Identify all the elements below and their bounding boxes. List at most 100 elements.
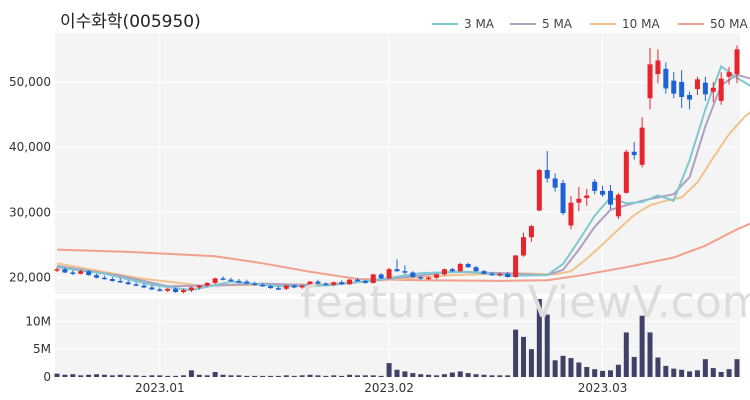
volume-bar: [639, 315, 645, 377]
candle-body: [647, 64, 653, 99]
volume-bar: [212, 371, 218, 377]
candle-body: [687, 94, 693, 100]
legend-item: 50 MA: [678, 17, 748, 31]
candle: [710, 81, 716, 103]
candle-body: [560, 183, 566, 214]
volume-bar: [370, 375, 376, 377]
volume-bar: [687, 371, 693, 377]
candle-body: [94, 275, 100, 278]
volume-bar: [576, 362, 582, 377]
candle-body: [188, 287, 194, 291]
candle: [220, 276, 226, 281]
ma50-line: [56, 222, 750, 282]
volume-tick-label: 10M: [25, 314, 51, 328]
candle: [528, 224, 534, 242]
volume-bar: [181, 375, 187, 377]
candle-body: [615, 194, 621, 217]
volume-bar: [702, 359, 708, 377]
volume-bar: [434, 375, 440, 377]
candle-body: [607, 190, 613, 205]
candle: [236, 278, 242, 283]
volume-bar: [568, 358, 574, 377]
legend-label: 3 MA: [464, 17, 495, 31]
volume-bar: [54, 373, 60, 377]
candle-body: [679, 81, 685, 97]
volume-bar: [204, 375, 210, 377]
volume-bar: [734, 359, 740, 377]
volume-bar: [592, 369, 598, 377]
candle-body: [710, 87, 716, 92]
price-tick-label: 20,000: [9, 271, 51, 285]
candle-body: [275, 288, 281, 290]
candle: [331, 281, 337, 287]
watermark: feature.enViewV.com: [300, 277, 750, 328]
volume-bar: [173, 375, 179, 377]
legend-item: 3 MA: [432, 17, 495, 31]
price-tick-label: 50,000: [9, 75, 51, 89]
candle-body: [133, 284, 139, 286]
candle-body: [157, 289, 163, 291]
volume-bar: [647, 332, 653, 377]
candle: [552, 173, 558, 192]
volume-bar: [726, 369, 732, 377]
volume-bar: [560, 355, 566, 377]
volume-bar: [718, 371, 724, 377]
candle-body: [299, 285, 305, 288]
candle: [734, 45, 740, 84]
candle: [78, 269, 84, 275]
candle: [418, 275, 424, 280]
candle-body: [354, 279, 360, 282]
candle-body: [212, 278, 218, 283]
candle-body: [331, 282, 337, 285]
candle-body: [70, 272, 76, 274]
candle: [434, 273, 440, 279]
candle: [291, 284, 297, 289]
volume-bar: [607, 370, 613, 377]
volume-bar: [465, 373, 471, 377]
candle-body: [465, 263, 471, 268]
candle-body: [323, 283, 329, 286]
candle-body: [196, 285, 202, 288]
candle-body: [78, 271, 84, 274]
candle: [671, 72, 677, 99]
candle: [149, 285, 155, 291]
volume-bar: [544, 314, 550, 377]
volume-bar: [347, 374, 353, 377]
candle: [465, 262, 471, 268]
candle: [54, 267, 60, 272]
volume-bar: [315, 375, 321, 377]
candle: [457, 262, 463, 272]
volume-bar: [354, 375, 360, 377]
legend-label: 50 MA: [710, 17, 748, 31]
candle: [521, 232, 527, 257]
candle-body: [228, 279, 234, 282]
candle: [489, 271, 495, 276]
volume-bar: [283, 375, 289, 377]
candle: [267, 284, 273, 289]
candle: [133, 282, 139, 287]
candle: [86, 270, 92, 276]
candle-body: [267, 286, 273, 289]
candle: [607, 185, 613, 210]
candle-body: [600, 190, 606, 195]
candle-body: [125, 282, 131, 285]
candle-body: [165, 288, 171, 291]
candle: [615, 192, 621, 219]
candle-body: [101, 277, 107, 280]
candle-body: [434, 274, 440, 278]
volume-bar: [220, 374, 226, 377]
candle-body: [426, 277, 432, 280]
candle: [726, 66, 732, 85]
volume-bar: [410, 373, 416, 377]
volume-bar: [600, 370, 606, 377]
candle: [386, 267, 392, 279]
candle: [410, 271, 416, 278]
volume-bar: [449, 372, 455, 377]
candle: [125, 280, 131, 285]
legend-item: 5 MA: [510, 17, 573, 31]
volume-bar: [109, 375, 115, 377]
candle: [639, 117, 645, 168]
candle-body: [252, 283, 258, 286]
volume-bar: [291, 375, 297, 377]
candle: [449, 267, 455, 272]
